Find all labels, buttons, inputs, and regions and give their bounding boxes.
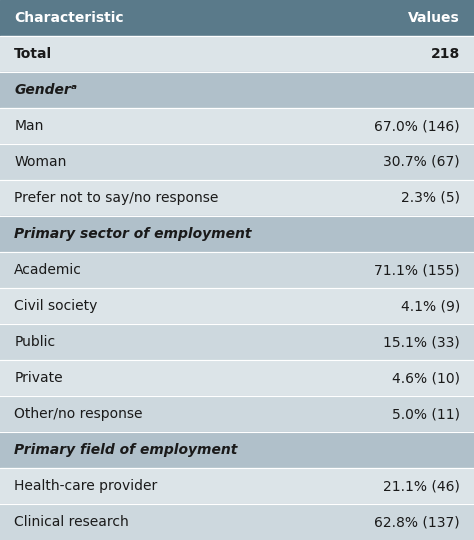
Bar	[0, 324, 474, 360]
Text: 62.8% (137): 62.8% (137)	[374, 515, 460, 529]
Text: 67.0% (146): 67.0% (146)	[374, 119, 460, 133]
Bar	[0, 0, 474, 36]
Text: 5.0% (11): 5.0% (11)	[392, 407, 460, 421]
Bar	[0, 108, 474, 144]
Text: Woman: Woman	[14, 155, 66, 169]
Text: Public: Public	[14, 335, 55, 349]
Bar	[0, 36, 474, 72]
Text: 15.1% (33): 15.1% (33)	[383, 335, 460, 349]
Bar	[0, 180, 474, 216]
Text: Civil society: Civil society	[14, 299, 98, 313]
Text: Genderᵃ: Genderᵃ	[14, 83, 77, 97]
Bar	[0, 72, 474, 108]
Text: Private: Private	[14, 371, 63, 385]
Text: 4.6% (10): 4.6% (10)	[392, 371, 460, 385]
Text: 4.1% (9): 4.1% (9)	[401, 299, 460, 313]
Text: Other/no response: Other/no response	[14, 407, 143, 421]
Text: 2.3% (5): 2.3% (5)	[401, 191, 460, 205]
Text: Primary field of employment: Primary field of employment	[14, 443, 237, 457]
Bar	[0, 360, 474, 396]
Bar	[0, 396, 474, 432]
Text: Man: Man	[14, 119, 44, 133]
Bar	[0, 468, 474, 504]
Text: 21.1% (46): 21.1% (46)	[383, 479, 460, 493]
Bar	[0, 252, 474, 288]
Text: Total: Total	[14, 47, 52, 61]
Bar	[0, 432, 474, 468]
Bar	[0, 288, 474, 324]
Bar	[0, 504, 474, 540]
Text: Values: Values	[408, 11, 460, 25]
Text: Academic: Academic	[14, 263, 82, 277]
Text: Characteristic: Characteristic	[14, 11, 124, 25]
Text: 218: 218	[430, 47, 460, 61]
Text: Prefer not to say/no response: Prefer not to say/no response	[14, 191, 219, 205]
Bar	[0, 144, 474, 180]
Text: Health-care provider: Health-care provider	[14, 479, 157, 493]
Text: 71.1% (155): 71.1% (155)	[374, 263, 460, 277]
Text: 30.7% (67): 30.7% (67)	[383, 155, 460, 169]
Text: Clinical research: Clinical research	[14, 515, 129, 529]
Bar	[0, 216, 474, 252]
Text: Primary sector of employment: Primary sector of employment	[14, 227, 252, 241]
